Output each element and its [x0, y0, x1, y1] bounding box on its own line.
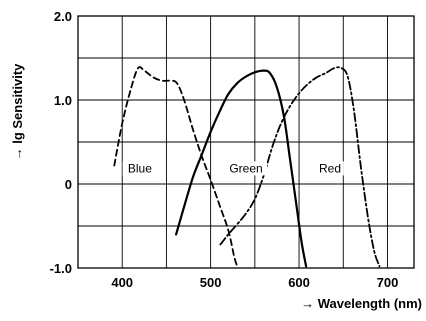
- curve-label-blue: Blue: [128, 161, 152, 175]
- curve-labels: Blue Green Red: [122, 161, 344, 176]
- x-tick-label: 700: [377, 275, 399, 290]
- x-axis-label: → Wavelength (nm): [301, 296, 422, 311]
- curve-label-red: Red: [319, 161, 341, 175]
- plot-frame: [77, 15, 415, 269]
- series-green-curve: [175, 69, 308, 268]
- y-tick-labels: -1.0 0 1.0 2.0: [50, 9, 72, 276]
- series-blue-curve: [113, 66, 239, 269]
- y-axis-label: → lg Sensitivity: [10, 63, 25, 161]
- series-group: [113, 66, 381, 269]
- x-tick-label: 400: [111, 275, 133, 290]
- x-tick-label: 600: [288, 275, 310, 290]
- curve-label-background: [225, 161, 267, 176]
- curve-label-background: [122, 161, 158, 176]
- series-red-curve: [219, 66, 381, 268]
- x-tick-label: 500: [200, 275, 222, 290]
- curve-label-background: [316, 161, 344, 176]
- y-tick-label: 1.0: [54, 93, 72, 108]
- x-tick-labels: 400 500 600 700: [111, 275, 398, 290]
- curve-label-green: Green: [229, 161, 262, 175]
- y-tick-label: -1.0: [50, 261, 72, 276]
- y-tick-label: 0: [65, 177, 72, 192]
- y-tick-label: 2.0: [54, 9, 72, 24]
- grid: [78, 16, 414, 268]
